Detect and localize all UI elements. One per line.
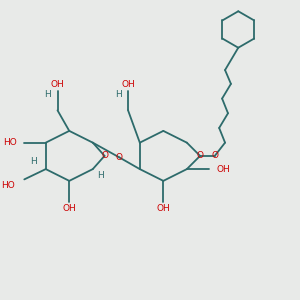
Text: OH: OH [62, 204, 76, 213]
Text: OH: OH [121, 80, 135, 89]
Text: O: O [196, 152, 204, 160]
Text: HO: HO [4, 138, 17, 147]
Text: H: H [30, 157, 37, 166]
Text: H: H [44, 90, 51, 99]
Text: H: H [97, 171, 104, 180]
Text: H: H [115, 90, 122, 99]
Text: O: O [211, 152, 218, 160]
Text: OH: OH [216, 165, 230, 174]
Text: O: O [101, 152, 108, 160]
Text: OH: OH [51, 80, 64, 89]
Text: OH: OH [156, 204, 170, 213]
Text: O: O [116, 153, 123, 162]
Text: HO: HO [1, 181, 15, 190]
